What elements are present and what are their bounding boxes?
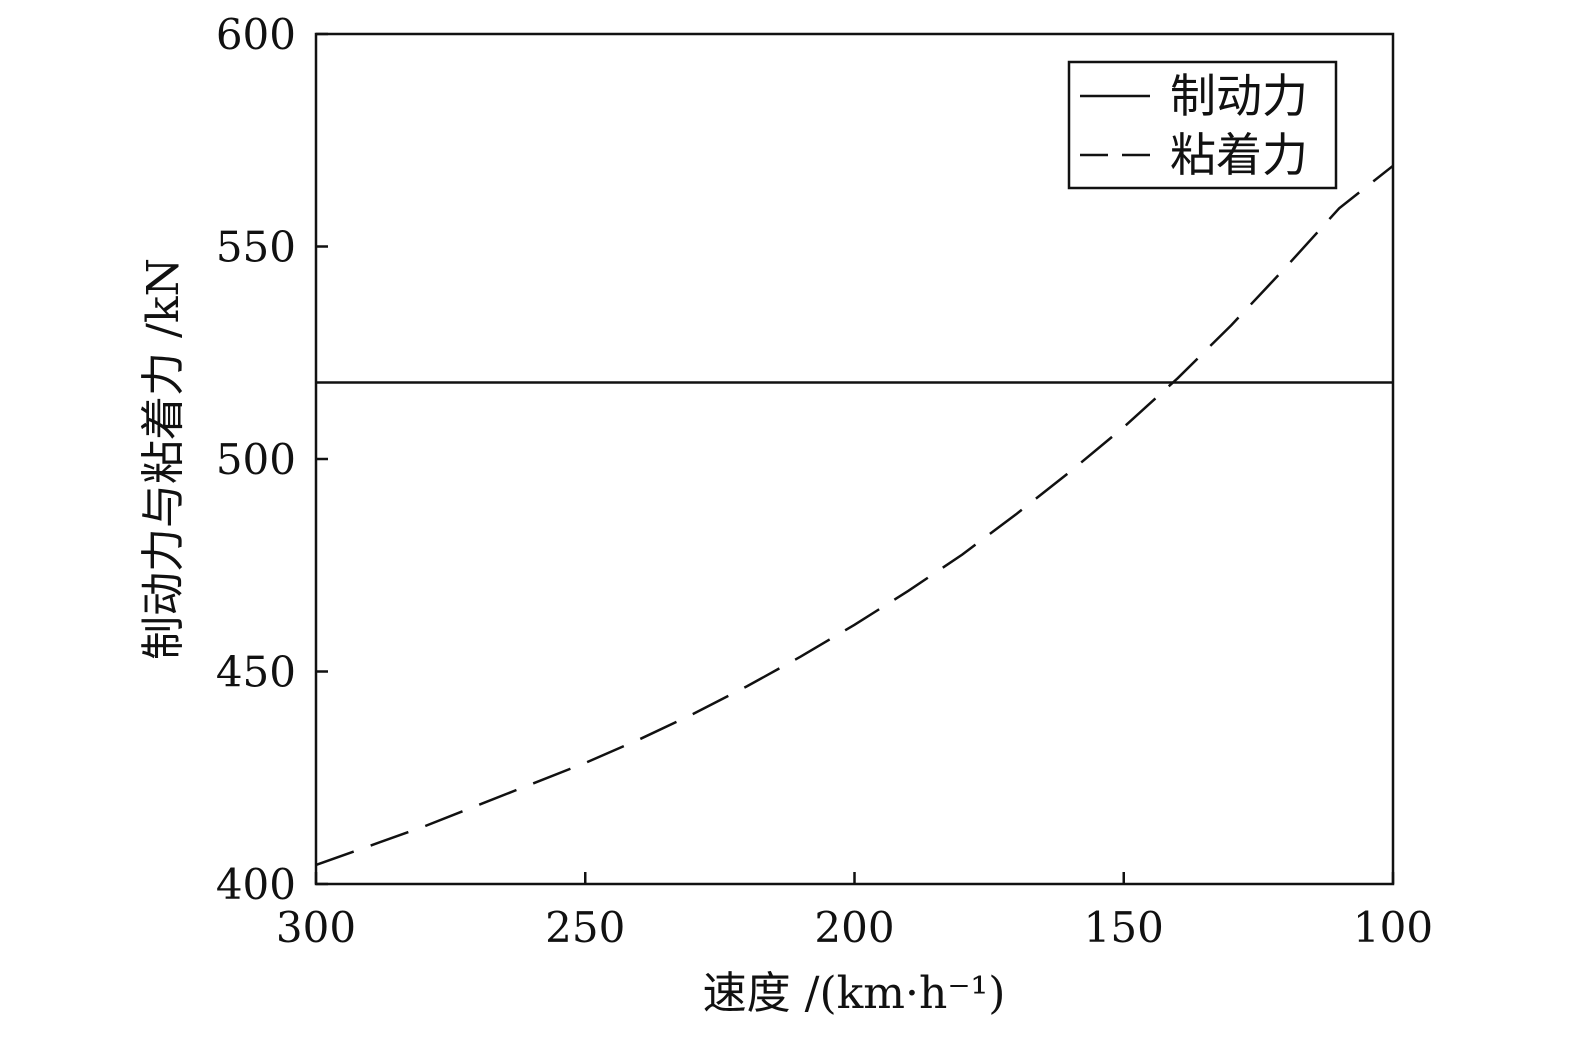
series-line-adhesion-force (315, 164, 1394, 867)
y-tick-label: 400 (216, 860, 296, 909)
x-tick-label: 150 (1084, 903, 1164, 952)
legend-box (1067, 60, 1338, 190)
legend-label-adhesion-force: 粘着力 (1170, 128, 1308, 182)
x-tick-label: 250 (545, 903, 625, 952)
x-tick-label: 300 (276, 903, 356, 952)
y-tick-label: 450 (216, 648, 296, 697)
legend-label-braking-force: 制动力 (1170, 69, 1308, 123)
x-tick-label: 100 (1353, 903, 1433, 952)
x-tick-label: 200 (814, 903, 894, 952)
y-tick-label: 550 (216, 223, 296, 272)
y-axis-label: 制动力与粘着力 /kN (138, 258, 189, 660)
y-axis-ticks: 400 450 500 550 600 (216, 10, 328, 909)
x-axis-ticks: 300 250 200 150 100 (276, 872, 1433, 952)
series-layer (315, 164, 1394, 867)
y-tick-label: 600 (216, 10, 296, 59)
y-tick-label: 500 (216, 435, 296, 484)
x-axis-label: 速度 /(km·h⁻¹) (703, 968, 1006, 1019)
legend: 制动力 粘着力 (1067, 60, 1338, 190)
